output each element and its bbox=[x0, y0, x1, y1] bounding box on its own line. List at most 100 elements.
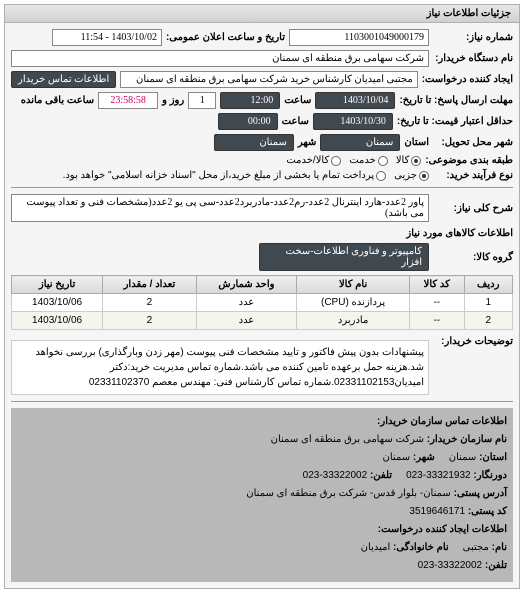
row-need-desc: شرح کلی نیاز: پاور 2عدد-هارد اینترنال 2ع… bbox=[11, 194, 513, 222]
row-category: طبقه بندی موضوعی: کالا خدمت کالا/خدمت bbox=[11, 155, 513, 166]
row-goods-group: گروه کالا: کامپیوتر و فناوری اطلاعات-سخت… bbox=[11, 243, 513, 271]
buyer-contact-badge[interactable]: اطلاعات تماس خریدار bbox=[11, 71, 116, 88]
cell: 2 bbox=[103, 294, 197, 312]
th-qty: تعداد / مقدار bbox=[103, 276, 197, 294]
phone-value: 33322002-023 bbox=[303, 470, 368, 481]
cell: 2 bbox=[464, 312, 512, 330]
radio-goods[interactable]: کالا bbox=[396, 155, 422, 166]
lastname-label: نام خانوادگی: bbox=[393, 542, 449, 553]
time-label-1: ساعت bbox=[284, 95, 311, 106]
buyer-note-label: توضیحات خریدار: bbox=[433, 336, 513, 347]
th-unit: واحد شمارش bbox=[196, 276, 296, 294]
radio-dot-icon bbox=[411, 156, 421, 166]
row-response-deadline: مهلت ارسال پاسخ: تا تاریخ: 1403/10/04 سا… bbox=[11, 92, 513, 109]
table-header-row: ردیف کد کالا نام کالا واحد شمارش تعداد /… bbox=[12, 276, 513, 294]
buyer-device-value: شرکت سهامی برق منطقه ای سمنان bbox=[11, 50, 429, 67]
name-label: نام: bbox=[492, 542, 507, 553]
time-label-2: ساعت bbox=[282, 116, 309, 127]
phone-label: تلفن: bbox=[370, 470, 392, 481]
divider bbox=[11, 187, 513, 188]
cell: -- bbox=[410, 294, 464, 312]
public-datetime-label: تاریخ و ساعت اعلان عمومی: bbox=[166, 32, 285, 43]
price-time: 00:00 bbox=[218, 113, 278, 130]
row-need-number: شماره نیاز: 1103001049000179 تاریخ و ساع… bbox=[11, 29, 513, 46]
need-desc-label: شرح کلی نیاز: bbox=[433, 203, 513, 214]
day-label: روز و bbox=[162, 95, 184, 106]
th-date: تاریخ نیاز bbox=[12, 276, 103, 294]
row-buyer-device: نام دستگاه خریدار: شرکت سهامی برق منطقه … bbox=[11, 50, 513, 67]
public-datetime-value: 1403/10/02 - 11:54 bbox=[52, 29, 162, 46]
table-row: 2 -- مادربرد عدد 2 1403/10/06 bbox=[12, 312, 513, 330]
remaining-days: 1 bbox=[188, 92, 216, 109]
goods-group-value: کامپیوتر و فناوری اطلاعات-سخت افزار bbox=[259, 243, 429, 271]
row-buyer-note: توضیحات خریدار: پیشنهادات بدون پیش فاکتو… bbox=[11, 336, 513, 395]
cell: 1403/10/06 bbox=[12, 294, 103, 312]
response-date: 1403/10/04 bbox=[315, 92, 395, 109]
cell: 2 bbox=[103, 312, 197, 330]
contact-title: اطلاعات تماس سازمان خریدار: bbox=[377, 414, 507, 430]
need-number-value: 1103001049000179 bbox=[289, 29, 429, 46]
radio-both[interactable]: کالا/خدمت bbox=[286, 155, 341, 166]
panel-title: جزئیات اطلاعات نیاز bbox=[5, 5, 519, 23]
response-deadline-label: مهلت ارسال پاسخ: تا تاریخ: bbox=[399, 95, 513, 106]
contact-city: سمنان bbox=[383, 452, 411, 463]
row-request-creator: ایجاد کننده درخواست: مجتبی امیدیان کارشن… bbox=[11, 71, 513, 88]
contact-province-label: استان: bbox=[479, 452, 507, 463]
radio-service[interactable]: خدمت bbox=[349, 155, 388, 166]
panel-body: شماره نیاز: 1103001049000179 تاریخ و ساع… bbox=[5, 23, 519, 588]
purchase-radio-group: جزیی پرداخت تمام یا بخشی از مبلغ خرید،از… bbox=[63, 170, 429, 181]
category-radio-group: کالا خدمت کالا/خدمت bbox=[286, 155, 421, 166]
province-value: سمنان bbox=[320, 134, 400, 151]
cell: عدد bbox=[196, 312, 296, 330]
th-index: ردیف bbox=[464, 276, 512, 294]
cell: مادربرد bbox=[297, 312, 410, 330]
radio-goods-label: کالا bbox=[396, 155, 410, 166]
radio-full-label: پرداخت تمام یا بخشی از مبلغ خرید،از محل … bbox=[63, 170, 375, 181]
category-label: طبقه بندی موضوعی: bbox=[425, 155, 513, 166]
fax-label: دورنگار: bbox=[473, 470, 507, 481]
city-value: سمنان bbox=[214, 134, 294, 151]
org-label: نام سازمان خریدار: bbox=[427, 434, 507, 445]
goods-info-title: اطلاعات کالاهای مورد نیاز bbox=[11, 228, 513, 239]
cell: پردازنده (CPU) bbox=[297, 294, 410, 312]
radio-service-label: خدمت bbox=[349, 155, 376, 166]
need-desc-value: پاور 2عدد-هارد اینترنال 2عدد-رم2عدد-مادر… bbox=[11, 194, 429, 222]
phone2-label: تلفن: bbox=[485, 560, 507, 571]
contact-province: سمنان bbox=[449, 452, 477, 463]
city-label: شهر bbox=[298, 137, 317, 148]
th-code: کد کالا bbox=[410, 276, 464, 294]
remaining-time: 23:58:58 bbox=[98, 92, 158, 109]
request-creator-value: مجتبی امیدیان کارشناس خرید شرکت سهامی بر… bbox=[120, 71, 417, 88]
radio-full-or-part[interactable]: پرداخت تمام یا بخشی از مبلغ خرید،از محل … bbox=[63, 170, 387, 181]
lastname-value: امیدیان bbox=[361, 542, 391, 553]
radio-dot-icon bbox=[376, 171, 386, 181]
purchase-type-label: نوع فرآیند خرید: bbox=[433, 170, 513, 181]
radio-dot-icon bbox=[419, 171, 429, 181]
price-date: 1403/10/30 bbox=[313, 113, 393, 130]
delivery-city-label: شهر محل تحویل: bbox=[433, 137, 513, 148]
radio-minor-label: جزیی bbox=[394, 170, 417, 181]
goods-group-label: گروه کالا: bbox=[433, 252, 513, 263]
row-price-validity: حداقل اعتبار قیمت: تا تاریخ: 1403/10/30 … bbox=[11, 113, 513, 130]
postal-value: 3519646171 bbox=[409, 506, 465, 517]
need-number-label: شماره نیاز: bbox=[433, 32, 513, 43]
price-validity-label: حداقل اعتبار قیمت: تا تاریخ: bbox=[397, 116, 513, 127]
response-time: 12:00 bbox=[220, 92, 280, 109]
contact-city-label: شهر: bbox=[413, 452, 435, 463]
buyer-note-text: پیشنهادات بدون پیش فاکتور و تایید مشخصات… bbox=[11, 340, 429, 395]
goods-table: ردیف کد کالا نام کالا واحد شمارش تعداد /… bbox=[11, 275, 513, 330]
cell: 1 bbox=[464, 294, 512, 312]
row-purchase-type: نوع فرآیند خرید: جزیی پرداخت تمام یا بخش… bbox=[11, 170, 513, 181]
remaining-suffix: ساعت باقی مانده bbox=[21, 95, 94, 106]
province-label: استان bbox=[404, 137, 429, 148]
contact-block: اطلاعات تماس سازمان خریدار: نام سازمان خ… bbox=[11, 408, 513, 582]
cell: عدد bbox=[196, 294, 296, 312]
cell: 1403/10/06 bbox=[12, 312, 103, 330]
table-body: 1 -- پردازنده (CPU) عدد 2 1403/10/06 2 -… bbox=[12, 294, 513, 330]
radio-minor[interactable]: جزیی bbox=[394, 170, 429, 181]
details-panel: جزئیات اطلاعات نیاز شماره نیاز: 11030010… bbox=[4, 4, 520, 589]
table-head: ردیف کد کالا نام کالا واحد شمارش تعداد /… bbox=[12, 276, 513, 294]
request-creator-label: ایجاد کننده درخواست: bbox=[422, 74, 513, 85]
table-row: 1 -- پردازنده (CPU) عدد 2 1403/10/06 bbox=[12, 294, 513, 312]
fax-value: 33321932-023 bbox=[406, 470, 471, 481]
